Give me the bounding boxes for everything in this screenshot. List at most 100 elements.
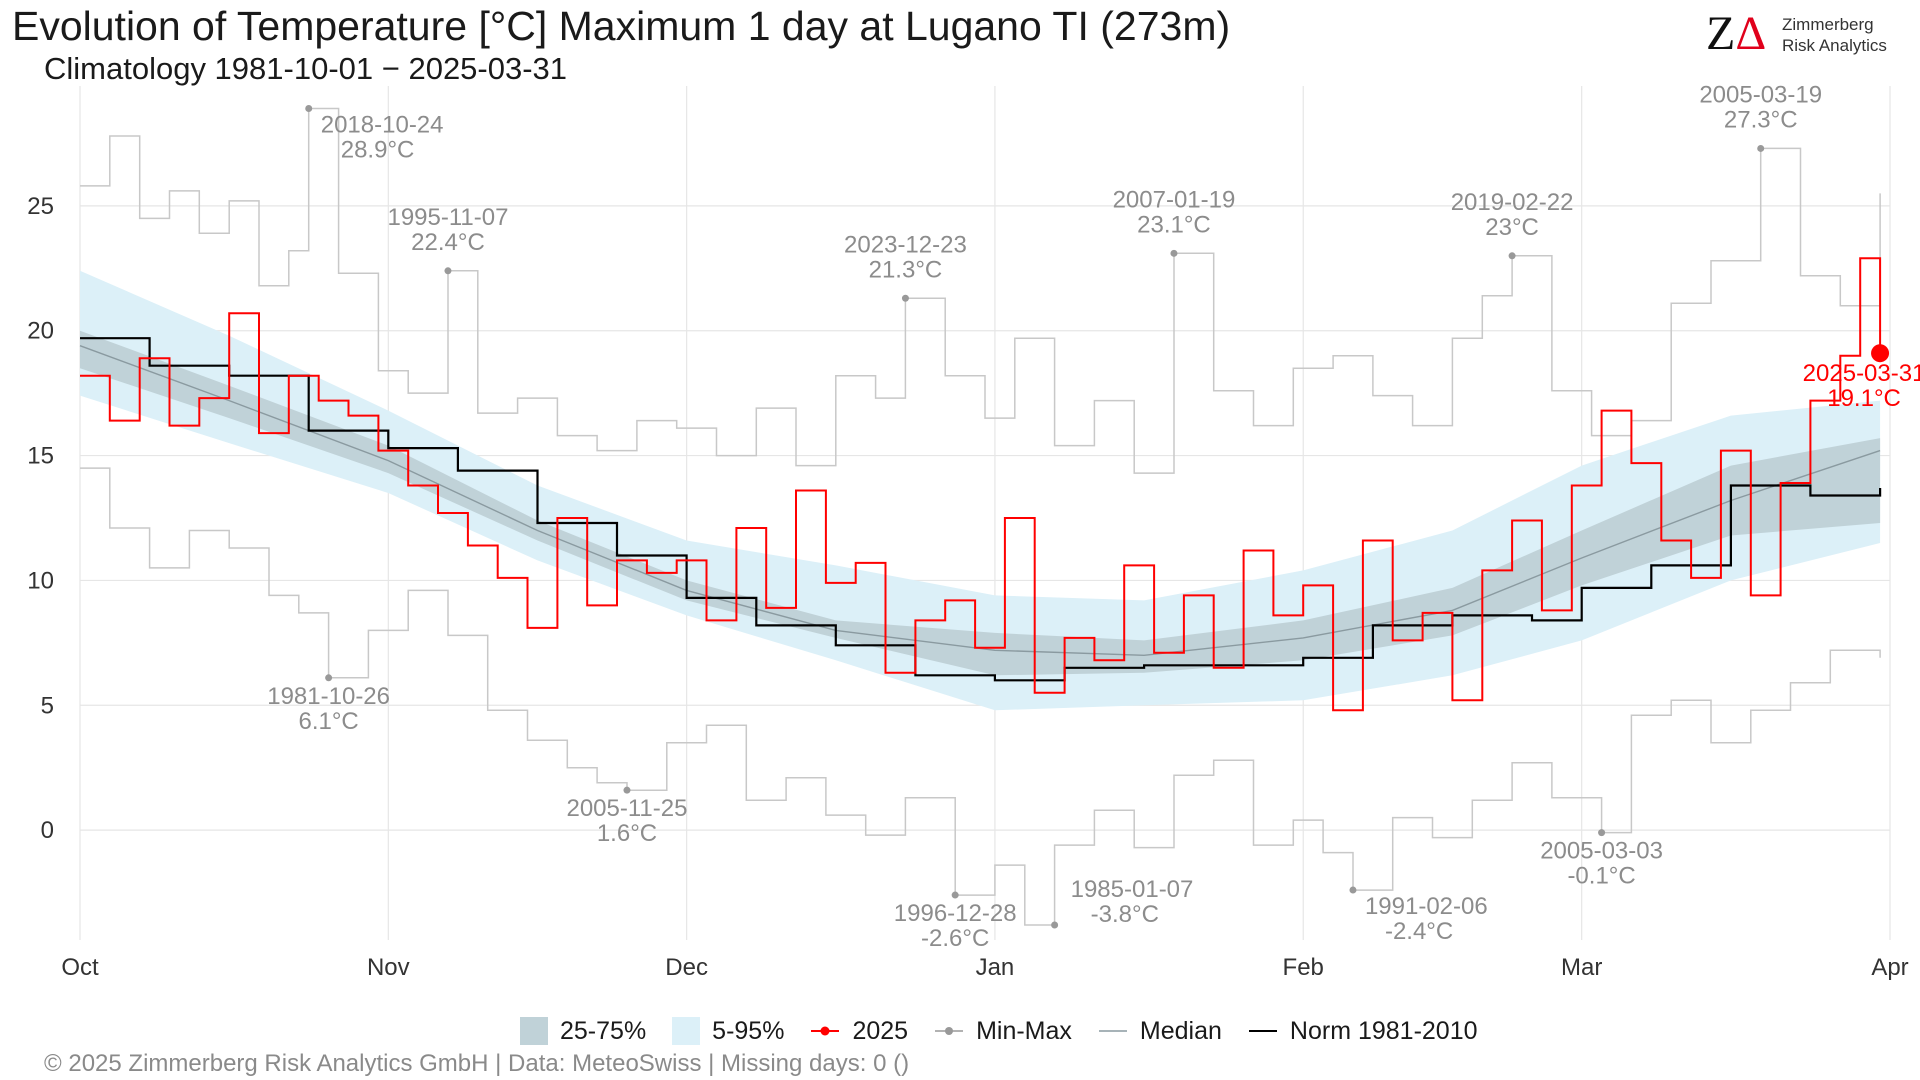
legend-item-iqr: 25-75% — [520, 1017, 646, 1046]
extreme-marker — [1349, 886, 1357, 894]
extreme-marker — [1051, 921, 1059, 929]
legend-item-median: Median — [1098, 1017, 1222, 1046]
annotation-2005-11-25: 2005-11-251.6°C — [566, 786, 687, 847]
company-logo: ZΔ Zimmerberg Risk Analytics — [1706, 8, 1910, 60]
y-tick-label-15: 15 — [27, 443, 54, 470]
legend-label-extreme: Min-Max — [976, 1016, 1072, 1045]
logo-mark-z: Z — [1706, 7, 1736, 60]
x-tick-label-apr: Apr — [1871, 954, 1908, 981]
x-tick-label-dec: Dec — [665, 954, 708, 981]
y-tick-label-5: 5 — [41, 692, 54, 719]
annotation-value-label: -0.1°C — [1567, 863, 1635, 890]
series-2025-line — [80, 257, 1882, 712]
y-tick-label-10: 10 — [27, 567, 54, 594]
annotation-value-label: 21.3°C — [869, 256, 943, 283]
legend-label-current: 2025 — [852, 1016, 909, 1045]
annotation-value-label: 23°C — [1485, 214, 1539, 241]
annotation-date-label: 1981-10-26 — [267, 683, 390, 710]
legend-key-median — [1098, 1017, 1128, 1045]
annotation-value-label: 23.1°C — [1137, 211, 1211, 238]
annotation-value-label: 19.1°C — [1827, 385, 1901, 412]
extreme-marker — [1170, 249, 1178, 257]
annotation-2005-03-03: 2005-03-03-0.1°C — [1540, 829, 1663, 890]
logo-line-1: Zimmerberg — [1782, 15, 1874, 34]
annotation-date-label: 2005-03-03 — [1540, 838, 1663, 865]
extreme-marker — [1598, 829, 1606, 837]
annotation-date-label: 2023-12-23 — [844, 231, 967, 258]
legend-key-outer — [672, 1017, 701, 1045]
y-tick-label-20: 20 — [27, 318, 54, 345]
x-tick-label-nov: Nov — [367, 954, 410, 981]
annotation-1996-12-28: 1996-12-28-2.6°C — [894, 891, 1017, 952]
x-tick-label-oct: Oct — [61, 954, 99, 981]
annotation-date-label: 2018-10-24 — [321, 111, 444, 138]
legend-key-current — [810, 1017, 840, 1045]
extreme-marker — [444, 267, 452, 275]
annotation-1981-10-26: 1981-10-266.1°C — [267, 674, 390, 735]
legend-item-extreme: Min-Max — [934, 1017, 1072, 1046]
extreme-marker — [901, 294, 909, 302]
legend-key-norm — [1248, 1017, 1278, 1045]
annotation-value-label: 1.6°C — [597, 820, 657, 847]
legend-item-outer: 5-95% — [672, 1017, 784, 1046]
temperature-chart: 0 5 10 15 20 25 Oct Nov Dec Jan Feb Mar Apr 2018-10-2… — [27, 81, 1920, 981]
annotation-value-label: -3.8°C — [1091, 901, 1159, 928]
annotation-date-label: 1985-01-07 — [1071, 876, 1194, 903]
extreme-marker — [305, 104, 313, 112]
annotation-date-label: 2007-01-19 — [1113, 186, 1236, 213]
annotation-value-label: -2.6°C — [921, 925, 989, 952]
legend-label-outer: 5-95% — [712, 1016, 785, 1045]
annotation-date-label: 2005-03-19 — [1699, 81, 1822, 108]
extreme-marker — [623, 786, 631, 794]
x-axis: Oct Nov Dec Jan Feb Mar Apr — [61, 954, 1908, 981]
series-max-line — [80, 107, 1881, 474]
extreme-marker — [951, 891, 959, 899]
current-value-marker — [1871, 344, 1890, 363]
chart-title: Evolution of Temperature [°C] Maximum 1 … — [12, 3, 1231, 49]
annotation-value-label: -2.4°C — [1385, 918, 1453, 945]
legend-label-norm: Norm 1981-2010 — [1289, 1016, 1478, 1045]
annotation-value-label: 22.4°C — [411, 229, 485, 256]
logo-line-2: Risk Analytics — [1782, 36, 1887, 55]
footer-credit: © 2025 Zimmerberg Risk Analytics GmbH | … — [44, 1050, 910, 1077]
legend-key-extreme — [934, 1017, 964, 1045]
legend-key-iqr — [520, 1017, 548, 1045]
x-tick-label-feb: Feb — [1283, 954, 1324, 981]
annotation-date-label: 2025-03-31 — [1803, 360, 1920, 387]
annotation-date-label: 2005-11-25 — [566, 795, 687, 822]
chart-legend: 25-75% 5-95% 2025 Min-Max Median — [520, 1014, 1504, 1048]
chart-subtitle: Climatology 1981-10-01 − 2025-03-31 — [44, 51, 568, 86]
extreme-marker — [1508, 252, 1516, 260]
legend-label-iqr: 25-75% — [560, 1016, 647, 1045]
annotation-date-label: 2019-02-22 — [1451, 189, 1574, 216]
annotation-1991-02-06: 1991-02-06-2.4°C — [1349, 886, 1488, 945]
extreme-marker — [325, 674, 333, 682]
annotation-1985-01-07: 1985-01-07-3.8°C — [1051, 876, 1193, 929]
annotation-value-label: 28.9°C — [341, 136, 415, 163]
legend-item-norm: Norm 1981-2010 — [1248, 1017, 1478, 1046]
annotation-value-label: 6.1°C — [298, 708, 358, 735]
y-tick-label-0: 0 — [41, 817, 54, 844]
y-axis: 0 5 10 15 20 25 — [27, 193, 54, 844]
annotation-date-label: 1995-11-07 — [387, 204, 508, 231]
legend-label-median: Median — [1139, 1016, 1222, 1045]
annotation-date-label: 1991-02-06 — [1365, 893, 1488, 920]
annotation-date-label: 1996-12-28 — [894, 900, 1017, 927]
y-tick-label-25: 25 — [27, 193, 54, 220]
logo-text: Zimmerberg Risk Analytics — [1782, 14, 1887, 56]
series-min-line — [80, 467, 1881, 926]
x-tick-label-jan: Jan — [976, 954, 1015, 981]
series-norm-line — [80, 337, 1882, 682]
series-median-line — [79, 345, 1881, 657]
x-tick-label-mar: Mar — [1561, 954, 1602, 981]
logo-mark-delta: Δ — [1735, 7, 1767, 60]
extreme-marker — [1757, 144, 1765, 152]
